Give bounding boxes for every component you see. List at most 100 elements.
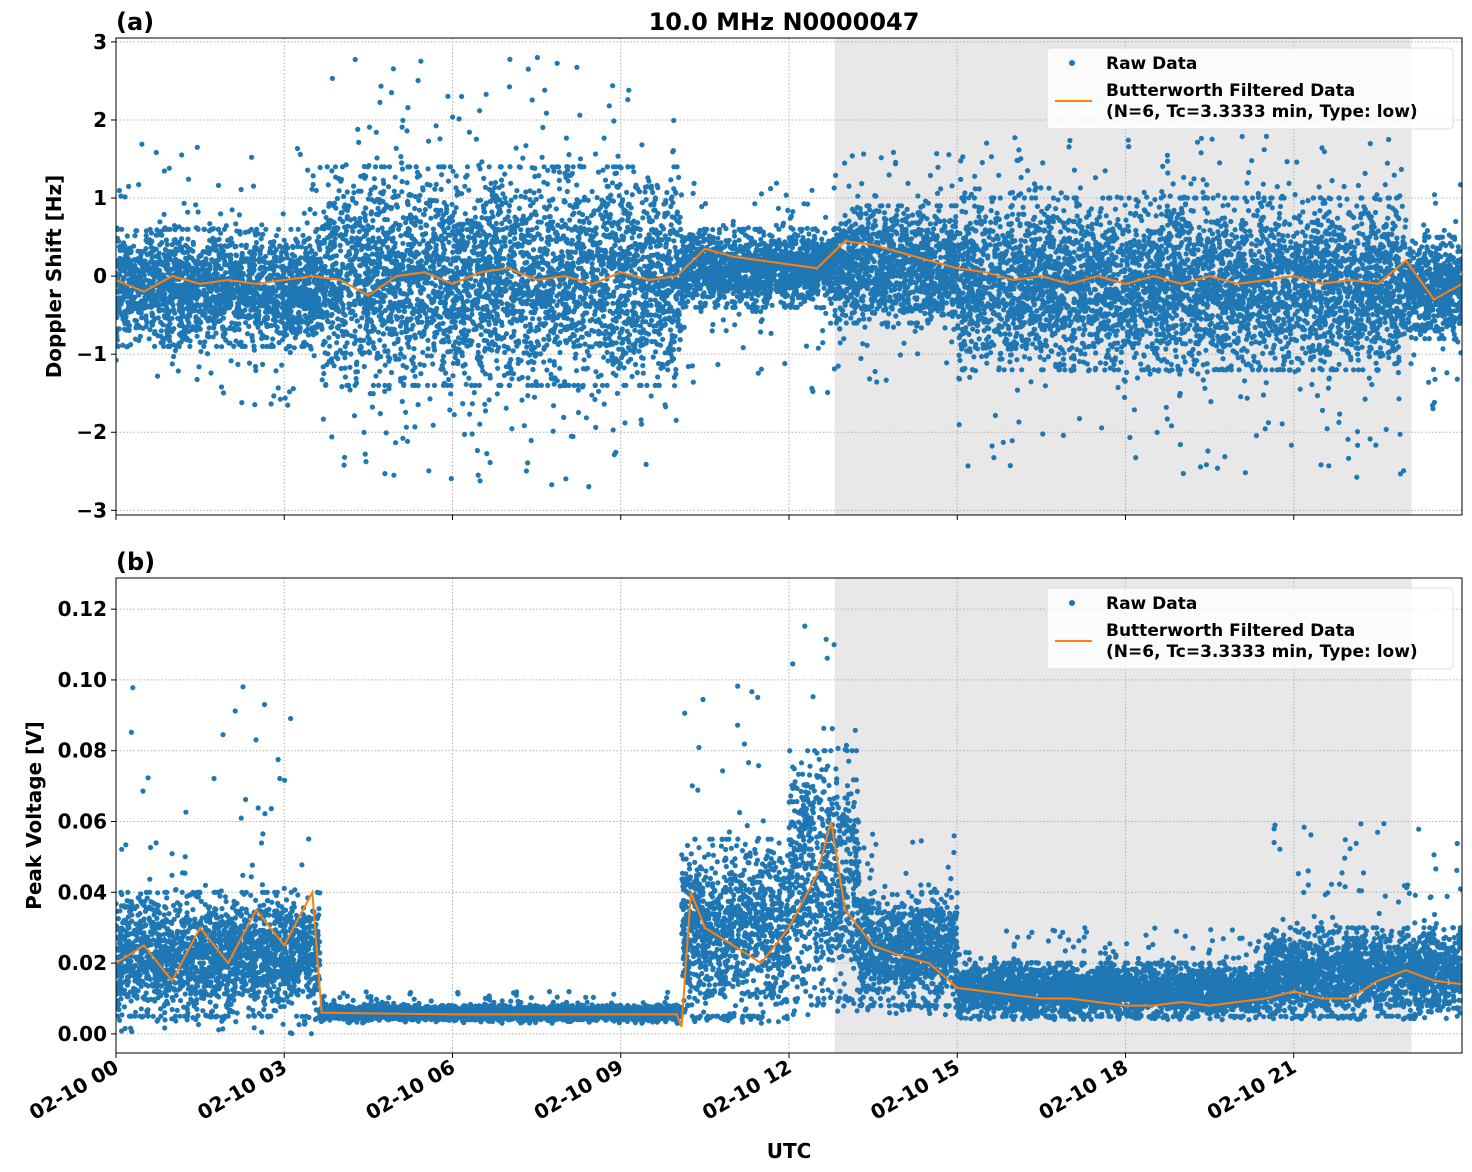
raw-data-point bbox=[377, 238, 383, 244]
raw-data-point bbox=[434, 323, 440, 329]
raw-data-point bbox=[445, 225, 451, 231]
raw-data-point bbox=[512, 194, 518, 200]
raw-data-point bbox=[312, 325, 318, 331]
raw-data-point bbox=[667, 327, 674, 333]
raw-data-point bbox=[211, 271, 217, 277]
raw-data-point bbox=[431, 341, 437, 347]
raw-data-point bbox=[166, 249, 172, 255]
raw-data-point bbox=[616, 193, 622, 199]
raw-data-point bbox=[239, 400, 245, 406]
raw-data-point bbox=[207, 266, 213, 272]
raw-data-point bbox=[207, 296, 213, 302]
raw-data-point bbox=[602, 323, 608, 329]
raw-data-point bbox=[524, 344, 530, 350]
raw-data-point bbox=[157, 274, 163, 280]
raw-data-point bbox=[377, 337, 383, 343]
raw-data-point bbox=[246, 268, 252, 274]
raw-data-point bbox=[193, 202, 199, 208]
raw-data-point bbox=[262, 309, 269, 315]
raw-data-point bbox=[149, 310, 155, 316]
raw-data-point bbox=[496, 382, 502, 388]
raw-data-point bbox=[166, 165, 172, 171]
raw-data-point bbox=[337, 216, 343, 222]
raw-data-point bbox=[177, 298, 183, 304]
raw-data-point bbox=[604, 300, 610, 307]
raw-data-point bbox=[641, 292, 647, 298]
raw-data-point bbox=[185, 293, 191, 300]
raw-data-point bbox=[196, 260, 202, 266]
raw-data-point bbox=[436, 313, 442, 320]
raw-data-point bbox=[607, 211, 614, 218]
raw-data-point bbox=[166, 334, 172, 340]
raw-data-point bbox=[370, 284, 376, 290]
raw-data-point bbox=[130, 304, 136, 310]
raw-data-point bbox=[608, 322, 614, 329]
raw-data-point bbox=[518, 193, 524, 199]
raw-data-point bbox=[671, 186, 677, 192]
raw-data-point bbox=[574, 227, 580, 233]
raw-data-point bbox=[116, 343, 121, 349]
raw-data-point bbox=[194, 144, 200, 150]
raw-data-point bbox=[559, 249, 565, 255]
raw-data-point bbox=[560, 253, 566, 259]
raw-data-point bbox=[324, 164, 330, 170]
raw-data-point bbox=[634, 370, 640, 376]
raw-data-point bbox=[296, 309, 302, 315]
raw-data-point bbox=[176, 224, 182, 230]
raw-data-point bbox=[184, 260, 190, 266]
raw-data-point bbox=[669, 332, 675, 338]
raw-data-point bbox=[246, 323, 252, 329]
raw-data-point bbox=[619, 308, 625, 314]
raw-data-point bbox=[131, 243, 137, 249]
raw-data-point bbox=[380, 229, 387, 236]
raw-data-point bbox=[422, 207, 428, 213]
raw-data-point bbox=[158, 319, 164, 325]
raw-data-point bbox=[573, 351, 579, 357]
raw-data-point bbox=[250, 255, 256, 261]
raw-data-point bbox=[460, 363, 466, 369]
raw-data-point bbox=[263, 226, 269, 232]
raw-data-point bbox=[488, 180, 494, 186]
raw-data-point bbox=[614, 277, 620, 283]
raw-data-point bbox=[614, 325, 620, 331]
raw-data-point bbox=[299, 343, 305, 349]
raw-data-point bbox=[481, 175, 487, 181]
raw-data-point bbox=[563, 382, 569, 388]
raw-data-point bbox=[589, 249, 595, 255]
raw-data-point bbox=[406, 298, 412, 304]
raw-data-point bbox=[644, 382, 650, 388]
raw-data-point bbox=[222, 243, 228, 249]
raw-data-point bbox=[430, 252, 436, 258]
raw-data-point bbox=[312, 314, 318, 320]
raw-data-point bbox=[576, 235, 582, 241]
raw-data-point bbox=[154, 373, 161, 379]
raw-data-point bbox=[249, 154, 255, 160]
raw-data-point bbox=[474, 297, 480, 303]
raw-data-point bbox=[121, 285, 127, 291]
raw-data-point bbox=[578, 326, 585, 332]
raw-data-point bbox=[254, 290, 260, 296]
raw-data-point bbox=[294, 145, 301, 152]
raw-data-point bbox=[481, 337, 487, 343]
raw-data-point bbox=[417, 192, 423, 198]
raw-data-point bbox=[536, 282, 542, 288]
raw-data-point bbox=[502, 171, 508, 177]
raw-data-point bbox=[640, 355, 646, 361]
raw-data-point bbox=[139, 315, 145, 321]
raw-data-point bbox=[229, 207, 235, 213]
raw-data-point bbox=[236, 212, 242, 218]
raw-data-point bbox=[183, 255, 189, 261]
raw-data-point bbox=[640, 370, 646, 376]
raw-data-point bbox=[139, 141, 145, 147]
raw-data-point bbox=[414, 169, 421, 175]
raw-data-point bbox=[305, 167, 311, 173]
raw-data-point bbox=[140, 325, 146, 331]
raw-data-point bbox=[264, 316, 271, 322]
raw-data-point bbox=[211, 241, 217, 247]
raw-data-point bbox=[295, 239, 301, 246]
raw-data-point bbox=[245, 273, 251, 279]
raw-data-point bbox=[194, 376, 200, 383]
raw-data-point bbox=[399, 189, 405, 195]
raw-data-point bbox=[625, 345, 632, 351]
raw-data-point bbox=[346, 292, 353, 299]
